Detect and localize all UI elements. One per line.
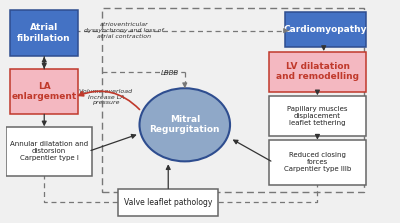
FancyBboxPatch shape [270,140,366,185]
Text: Valve leaflet pathology: Valve leaflet pathology [124,198,212,207]
FancyBboxPatch shape [270,96,366,136]
FancyArrowPatch shape [42,114,46,125]
FancyArrowPatch shape [234,140,271,161]
FancyBboxPatch shape [118,189,218,216]
Text: LV dilatation
and remodelling: LV dilatation and remodelling [276,62,359,81]
FancyArrowPatch shape [316,134,319,138]
FancyBboxPatch shape [10,69,78,114]
Text: Reduced closing
forces
Carpentier type IIIb: Reduced closing forces Carpentier type I… [284,153,351,172]
FancyBboxPatch shape [6,127,92,176]
FancyArrowPatch shape [91,134,136,151]
Text: Annular dilatation and
distorsion
Carpentier type I: Annular dilatation and distorsion Carpen… [10,141,88,161]
FancyArrowPatch shape [284,29,288,33]
Text: Volume overload
Increase LA
pressure: Volume overload Increase LA pressure [80,89,132,105]
FancyArrowPatch shape [183,83,187,87]
Text: atrioventricular
dyssynchrony and loss of
atrial contraction: atrioventricular dyssynchrony and loss o… [84,22,164,39]
Text: Atrial
fibrillation: Atrial fibrillation [17,23,71,43]
Text: LA
enlargement: LA enlargement [12,82,77,101]
FancyArrowPatch shape [42,57,46,67]
FancyArrowPatch shape [322,46,326,50]
Text: Cardiomyopathy: Cardiomyopathy [284,25,367,34]
FancyArrowPatch shape [316,90,319,94]
Text: Papillary muscles
displacement
leaflet tethering: Papillary muscles displacement leaflet t… [287,106,348,126]
FancyBboxPatch shape [10,10,78,56]
FancyBboxPatch shape [285,12,366,47]
Ellipse shape [140,88,230,161]
Text: Mitral
Regurgitation: Mitral Regurgitation [150,115,220,134]
FancyArrowPatch shape [79,91,140,109]
FancyArrowPatch shape [166,165,170,188]
Text: LBBB: LBBB [161,70,179,76]
FancyArrowPatch shape [42,58,46,69]
FancyBboxPatch shape [270,52,366,92]
